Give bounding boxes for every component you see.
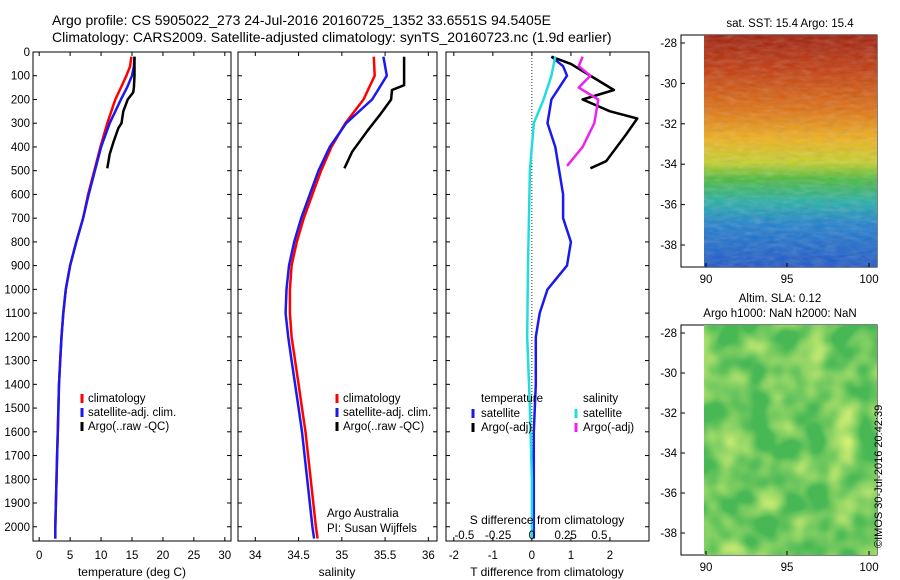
x-tick-label: 34.5	[287, 550, 309, 562]
x-tick-label: -1	[488, 550, 498, 562]
map-lat-label: -30	[660, 368, 677, 380]
depth-tick-label: 1000	[4, 284, 30, 296]
s-diff-tick-label: 0.25	[554, 530, 576, 542]
difference-axes	[445, 51, 650, 542]
legend-label: Argo(-adj)	[583, 422, 634, 434]
depth-tick-label: 1100	[5, 308, 30, 320]
x-tick-label: 36	[422, 550, 435, 562]
series-line	[525, 56, 557, 539]
map-lon-label: 100	[859, 562, 878, 574]
salinity-axes	[237, 51, 438, 542]
depth-tick-label: 1700	[4, 451, 30, 463]
depth-tick-label: 1200	[4, 332, 30, 344]
map-lon-label: 90	[700, 274, 713, 286]
x-tick-label: 20	[157, 550, 170, 562]
header-title-line1: Argo profile: CS 5905022_273 24-Jul-2016…	[52, 12, 551, 28]
map-lat-label: -28	[660, 328, 677, 340]
x-tick-label: 10	[95, 550, 108, 562]
map-lon-label: 90	[700, 562, 713, 574]
map-lat-label: -36	[660, 488, 677, 500]
legend-label: satellite-adj. clim.	[88, 407, 176, 419]
map-lat-label: -28	[660, 38, 677, 50]
series-line	[532, 55, 573, 539]
sla-map-title-line1: Altim. SLA: 0.12	[739, 293, 821, 305]
depth-tick-label: 300	[11, 118, 30, 130]
depth-tick-label: 100	[11, 71, 30, 83]
series-line	[343, 56, 406, 169]
x-tick-label: 5	[67, 550, 73, 562]
map-lat-label: -34	[660, 159, 677, 171]
sst-map-title: sat. SST: 15.4 Argo: 15.4	[726, 18, 854, 30]
x-tick-label: 1	[568, 550, 574, 562]
s-diff-tick-label: -0.25	[485, 530, 511, 542]
legend-label: satellite-adj. clim.	[343, 407, 431, 419]
legend-label: Argo(..raw -QC)	[343, 421, 424, 433]
x-tick-label: -2	[449, 550, 459, 562]
series-line	[288, 56, 376, 539]
series-line	[54, 56, 136, 539]
series-line	[566, 56, 600, 167]
depth-tick-label: 1900	[4, 498, 30, 510]
map-lon-label: 95	[781, 562, 794, 574]
x-tick-label: 0	[529, 550, 535, 562]
header-title-line2: Climatology: CARS2009. Satellite-adjuste…	[52, 29, 612, 45]
series-line	[550, 55, 639, 170]
series-line	[54, 56, 133, 539]
x-tick-label: 25	[187, 550, 200, 562]
depth-tick-label: 1400	[4, 379, 30, 391]
credit-line2: PI: Susan Wijffels	[327, 523, 417, 535]
x-tick-label: 35	[335, 550, 348, 562]
depth-tick-label: 800	[11, 237, 30, 249]
map-lat-label: -38	[660, 240, 677, 252]
map-lon-label: 95	[781, 274, 794, 286]
x-tick-label: 2	[607, 550, 613, 562]
x-tick-label: 30	[218, 550, 231, 562]
credit-line1: Argo Australia	[327, 508, 399, 520]
map-lat-label: -36	[660, 200, 677, 212]
map-lat-label: -32	[660, 119, 677, 131]
x-tick-label: 35.5	[374, 550, 396, 562]
series-line	[106, 56, 136, 169]
imos-timestamp: ©IMOS 30-Jul-2016 20:42:39	[873, 404, 885, 548]
series-line	[284, 56, 389, 539]
depth-tick-label: 1300	[4, 356, 30, 368]
legend-label: Argo(..raw -QC)	[88, 421, 169, 433]
temperature-xlabel: temperature (deg C)	[78, 565, 186, 579]
depth-tick-label: 1500	[4, 403, 30, 415]
depth-tick-label: 700	[11, 213, 30, 225]
map-lat-label: -32	[660, 408, 677, 420]
depth-tick-label: 400	[11, 142, 30, 154]
legend-label: Argo(-adj)	[481, 422, 532, 434]
legend-title: salinity	[583, 393, 618, 405]
legend-label: satellite	[583, 408, 622, 420]
depth-tick-label: 600	[11, 189, 30, 201]
map-lat-label: -34	[660, 448, 677, 460]
sla-map-title-line2: Argo h1000: NaN h2000: NaN	[703, 308, 856, 320]
depth-tick-label: 1600	[4, 427, 30, 439]
depth-tick-label: 1800	[4, 474, 30, 486]
temperature-axes	[32, 51, 232, 542]
map-lat-label: -30	[660, 78, 677, 90]
s-diff-tick-label: 0	[529, 530, 535, 542]
depth-tick-label: 500	[11, 166, 30, 178]
x-tick-label: 0	[36, 550, 42, 562]
legend-label: climatology	[343, 393, 401, 405]
x-tick-label: 34	[249, 550, 262, 562]
depth-tick-label: 0	[24, 47, 30, 59]
depth-tick-label: 200	[11, 94, 30, 106]
legend-label: climatology	[88, 393, 146, 405]
s-diff-tick-label: -0.5	[454, 530, 474, 542]
s-diff-tick-label: 0.5	[591, 530, 607, 542]
legend-title: temperature	[481, 393, 543, 405]
map-lat-label: -38	[660, 528, 677, 540]
legend-label: satellite	[481, 408, 520, 420]
depth-tick-label: 900	[11, 261, 30, 273]
difference-top-xlabel: S difference from climatology	[470, 513, 625, 527]
depth-tick-label: 2000	[4, 522, 30, 534]
salinity-xlabel: salinity	[319, 565, 356, 579]
difference-xlabel: T difference from climatology	[470, 565, 624, 579]
map-lon-label: 100	[859, 274, 878, 286]
x-tick-label: 15	[126, 550, 139, 562]
